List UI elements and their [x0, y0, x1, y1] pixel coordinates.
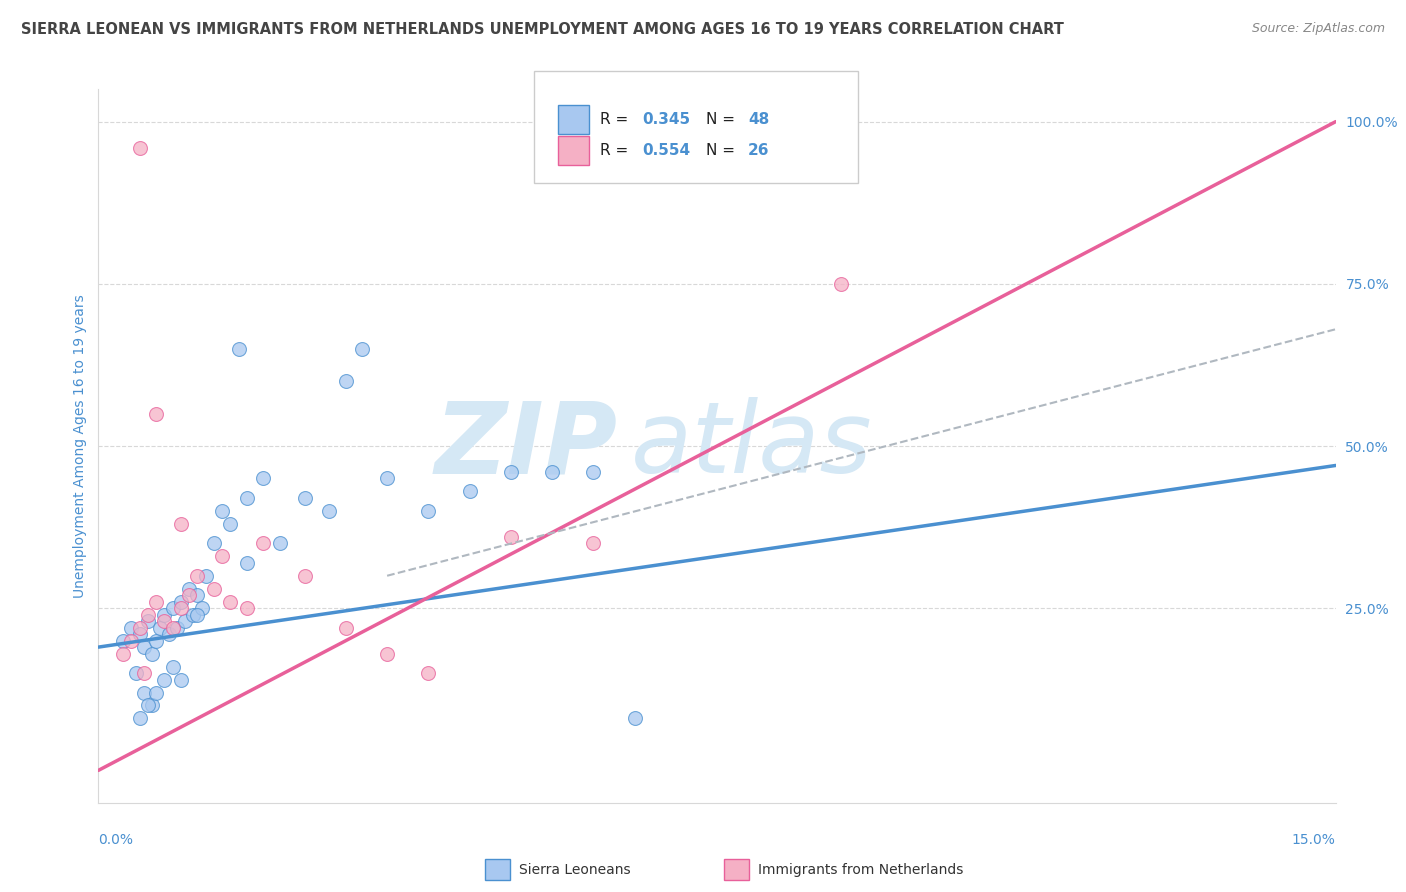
Point [352, 342, 374, 356]
Point [149, 621, 172, 635]
Text: N =: N = [706, 144, 740, 158]
Point [418, 666, 440, 681]
Point [170, 673, 193, 687]
Point [375, 471, 398, 485]
Point [202, 536, 225, 550]
Text: 26: 26 [748, 144, 769, 158]
Text: SIERRA LEONEAN VS IMMIGRANTS FROM NETHERLANDS UNEMPLOYMENT AMONG AGES 16 TO 19 Y: SIERRA LEONEAN VS IMMIGRANTS FROM NETHER… [21, 22, 1064, 37]
Point [418, 504, 440, 518]
Point [145, 633, 167, 648]
Point [623, 711, 645, 725]
Point [170, 601, 193, 615]
Point [252, 471, 274, 485]
Point [112, 633, 135, 648]
Point [136, 698, 159, 713]
Point [141, 647, 163, 661]
Point [157, 627, 180, 641]
Point [153, 614, 176, 628]
Text: Source: ZipAtlas.com: Source: ZipAtlas.com [1251, 22, 1385, 36]
Text: Sierra Leoneans: Sierra Leoneans [519, 863, 630, 877]
Point [194, 568, 217, 582]
Point [375, 647, 398, 661]
Point [120, 633, 142, 648]
Point [174, 614, 197, 628]
Point [145, 595, 167, 609]
Point [128, 711, 150, 725]
Point [179, 588, 201, 602]
Point [582, 536, 605, 550]
Point [112, 647, 135, 661]
Point [190, 601, 212, 615]
Point [128, 140, 150, 154]
Point [318, 504, 340, 518]
Point [211, 549, 233, 564]
Point [153, 607, 176, 622]
Point [162, 621, 184, 635]
Text: 15.0%: 15.0% [1292, 833, 1336, 847]
Point [136, 614, 159, 628]
Text: 0.554: 0.554 [643, 144, 690, 158]
Point [335, 621, 357, 635]
Y-axis label: Unemployment Among Ages 16 to 19 years: Unemployment Among Ages 16 to 19 years [73, 294, 87, 598]
Point [269, 536, 291, 550]
Point [211, 504, 233, 518]
Point [236, 491, 259, 505]
Text: N =: N = [706, 112, 740, 127]
Point [541, 465, 564, 479]
Point [136, 607, 159, 622]
Point [582, 465, 605, 479]
Point [120, 621, 142, 635]
Text: 0.0%: 0.0% [98, 833, 134, 847]
Point [186, 568, 208, 582]
Point [124, 666, 146, 681]
Point [499, 530, 522, 544]
Point [294, 568, 316, 582]
Point [294, 491, 316, 505]
Point [236, 601, 259, 615]
Point [186, 607, 208, 622]
Text: ZIP: ZIP [434, 398, 619, 494]
Point [132, 640, 155, 654]
Point [219, 516, 242, 531]
Point [132, 685, 155, 699]
Text: R =: R = [600, 144, 634, 158]
Point [141, 698, 163, 713]
Point [236, 556, 259, 570]
Point [145, 407, 167, 421]
Point [181, 607, 204, 622]
Point [170, 516, 193, 531]
Text: 48: 48 [748, 112, 769, 127]
Point [128, 627, 150, 641]
Text: atlas: atlas [630, 398, 872, 494]
Text: R =: R = [600, 112, 634, 127]
Point [132, 666, 155, 681]
Point [170, 595, 193, 609]
Point [228, 342, 250, 356]
Point [145, 685, 167, 699]
Point [202, 582, 225, 596]
Point [166, 621, 188, 635]
Point [458, 484, 481, 499]
Point [252, 536, 274, 550]
Point [162, 601, 184, 615]
Point [335, 374, 357, 388]
Point [830, 277, 852, 291]
Point [162, 659, 184, 673]
Text: Immigrants from Netherlands: Immigrants from Netherlands [758, 863, 963, 877]
Point [128, 621, 150, 635]
Point [179, 582, 201, 596]
Point [219, 595, 242, 609]
Point [153, 673, 176, 687]
Point [499, 465, 522, 479]
Text: 0.345: 0.345 [643, 112, 690, 127]
Point [186, 588, 208, 602]
